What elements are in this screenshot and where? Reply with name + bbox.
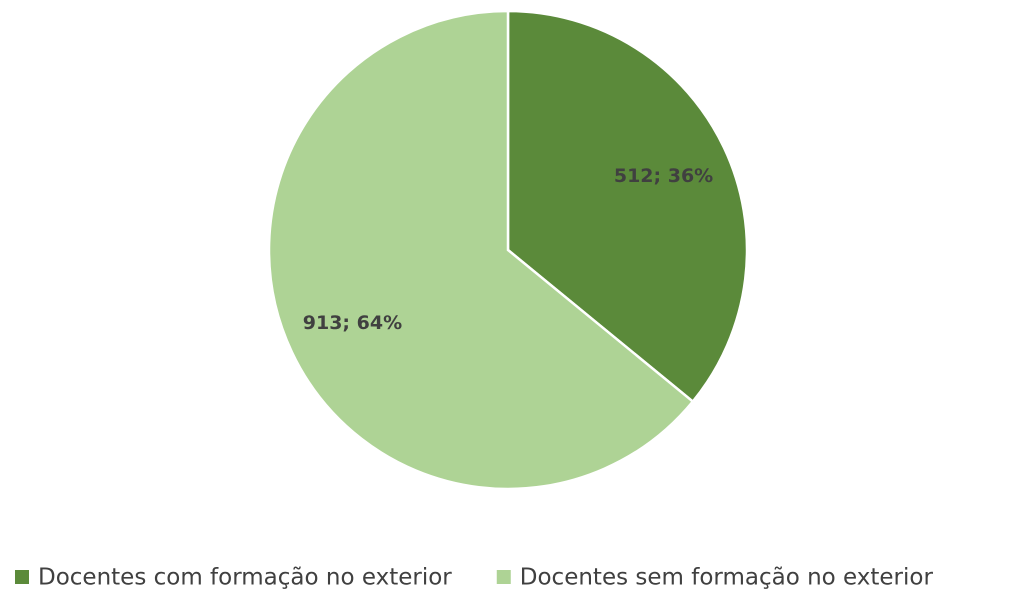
legend-label: Docentes com formação no exterior	[38, 565, 452, 591]
legend-label: Docentes sem formação no exterior	[520, 565, 934, 591]
pie-slice	[506, 9, 749, 404]
pie-slice	[267, 9, 695, 491]
legend-swatch	[496, 570, 511, 584]
legend-swatch	[15, 570, 29, 584]
data-label: 913; 64%	[303, 312, 402, 334]
data-label: 512; 36%	[614, 165, 713, 187]
